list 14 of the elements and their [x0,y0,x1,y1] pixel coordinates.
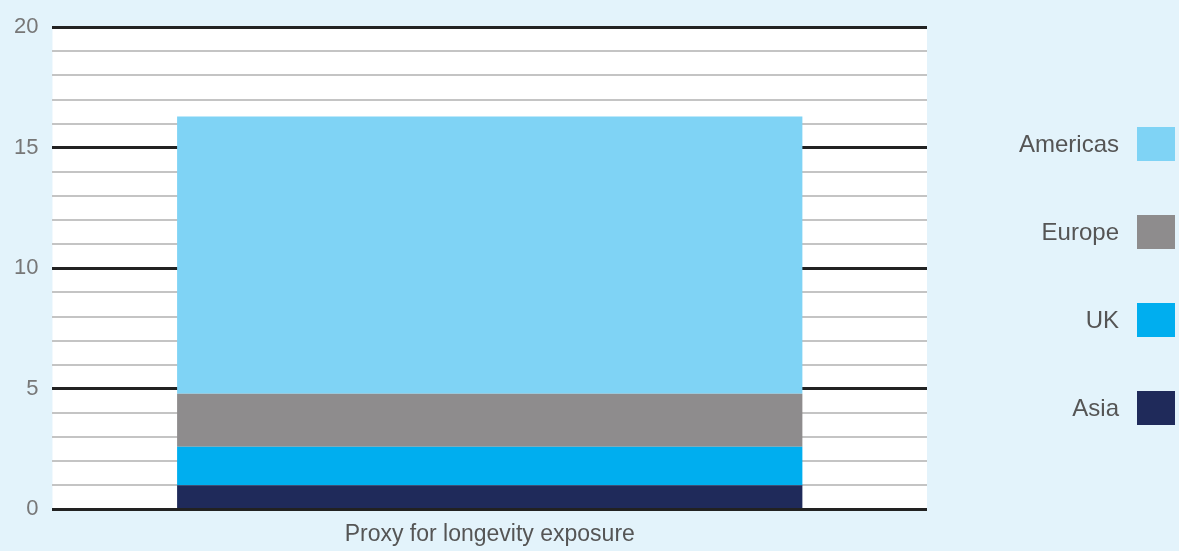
bar [177,446,803,486]
y-tick-label: 0 [26,495,39,521]
y-tick-label: 10 [13,254,39,280]
legend-label: Europe [1041,218,1119,246]
legend-label: Asia [1072,394,1119,422]
legend-label: UK [1085,306,1119,334]
x-tick-label: Proxy for longevity exposure [344,519,635,546]
y-tick-label: 15 [13,133,39,159]
bar [177,116,803,394]
y-tick-label: 5 [26,374,39,400]
legend-label: Americas [1018,130,1119,158]
bar [177,393,803,447]
y-tick-label: 20 [13,13,39,39]
bar [177,485,803,508]
